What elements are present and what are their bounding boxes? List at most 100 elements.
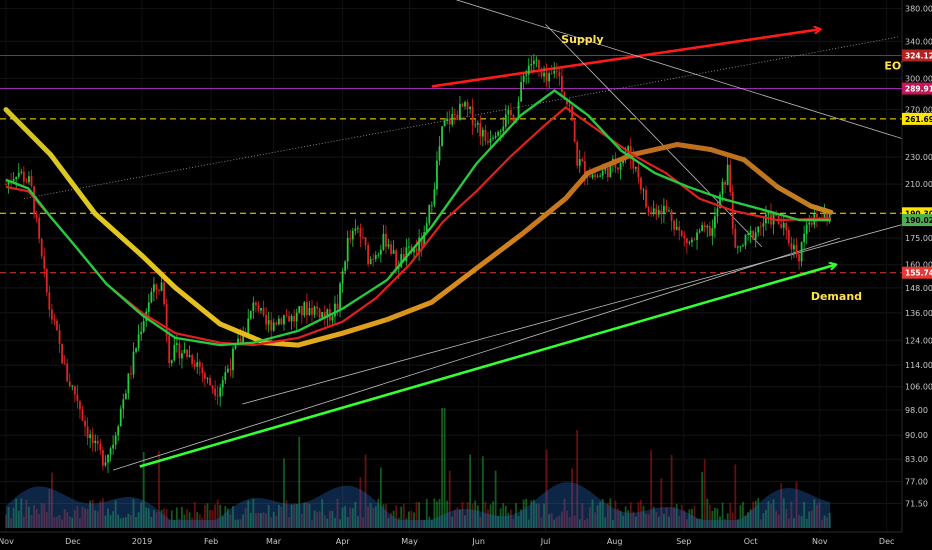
level-badge-label: 190.30 xyxy=(905,209,932,218)
volume-bar xyxy=(124,517,127,528)
volume-bar xyxy=(813,499,816,528)
volume-bar xyxy=(344,505,347,528)
volume-bar xyxy=(198,514,201,528)
candle-body xyxy=(40,238,43,257)
ma-slow-segment xyxy=(295,330,346,348)
volume-bar xyxy=(650,450,653,528)
volume-bar xyxy=(787,518,790,528)
candle-body xyxy=(20,171,23,173)
volume-bar xyxy=(752,501,755,528)
candle-body xyxy=(66,363,69,382)
volume-bar xyxy=(517,516,520,528)
candle-body xyxy=(795,245,798,255)
candle-body xyxy=(726,164,729,185)
ma-slow-segment xyxy=(139,253,178,291)
volume-bar xyxy=(647,514,650,528)
candle-body xyxy=(759,226,762,228)
candle-body xyxy=(479,122,482,137)
volume-bar xyxy=(45,512,48,528)
candle-body xyxy=(438,146,441,161)
candle-body xyxy=(306,302,308,315)
ma-slow-segment xyxy=(172,285,223,327)
volume-bar xyxy=(492,501,494,528)
volume-bar xyxy=(721,502,724,528)
ma-slow-segment xyxy=(741,157,780,190)
candle-body xyxy=(443,120,446,127)
volume-bar xyxy=(749,509,752,528)
volume-bar xyxy=(160,509,163,528)
candle-body xyxy=(387,244,390,247)
candle-body xyxy=(757,226,760,233)
volume-bar xyxy=(145,507,148,528)
candle-body xyxy=(461,103,464,107)
volume-bar xyxy=(708,504,711,528)
candle-body xyxy=(234,344,237,349)
candle-body xyxy=(428,205,431,224)
candle-body xyxy=(38,217,41,239)
candle-body xyxy=(114,435,117,445)
volume-bar xyxy=(316,512,318,528)
candle-body xyxy=(474,124,477,126)
candle-body xyxy=(558,72,561,77)
volume-bar xyxy=(66,512,69,528)
time-tick-label: Oct xyxy=(744,537,758,546)
candle-body xyxy=(367,245,369,264)
candle-body xyxy=(300,306,303,316)
volume-bar xyxy=(443,408,446,528)
candle-body xyxy=(714,216,716,229)
horizontal-levels xyxy=(0,54,902,274)
ma-slow-segment xyxy=(3,107,54,158)
volume-bar xyxy=(711,510,714,528)
volume-bar xyxy=(362,517,364,528)
candle-body xyxy=(339,283,341,309)
volume-bar xyxy=(68,516,71,528)
volume-bar xyxy=(652,506,655,528)
volume-bar xyxy=(805,518,808,528)
candle-body xyxy=(209,378,211,386)
volume-bar xyxy=(471,503,474,528)
candle-body xyxy=(719,194,721,209)
candle-body xyxy=(502,126,505,131)
candle-body xyxy=(632,158,635,169)
candle-body xyxy=(89,434,92,439)
volume-bar xyxy=(206,503,209,528)
volume-bar xyxy=(581,503,584,528)
candle-body xyxy=(252,302,255,311)
volume-bar xyxy=(84,508,86,528)
volume-bar xyxy=(459,509,461,528)
volume-bar xyxy=(405,518,408,528)
volume-bar xyxy=(619,510,622,528)
volume-bar xyxy=(726,513,729,528)
volume-bar xyxy=(367,506,369,528)
volume-bar xyxy=(550,513,553,528)
candle-body xyxy=(229,368,232,371)
ma-slow-segment xyxy=(340,316,390,336)
candle-body xyxy=(538,59,540,69)
volume-bar xyxy=(706,498,709,528)
volume-bar xyxy=(634,516,637,528)
candle-body xyxy=(155,284,158,290)
candle-body xyxy=(540,68,543,77)
candle-body xyxy=(678,226,681,231)
volume-bar xyxy=(627,510,630,528)
level-badge xyxy=(902,112,932,125)
volume-bar xyxy=(35,509,38,528)
candle-body xyxy=(782,222,785,228)
volume-bar xyxy=(571,468,573,528)
channel-upper xyxy=(23,36,898,199)
volume-bar xyxy=(109,514,112,528)
candle-body xyxy=(224,372,227,381)
candle-body xyxy=(504,114,507,127)
candle-body xyxy=(685,238,688,244)
level-badge xyxy=(902,49,932,62)
volume-bar xyxy=(736,519,739,528)
volume-bar xyxy=(826,517,828,528)
volume-bar xyxy=(351,508,354,528)
time-tick-label: Dec xyxy=(879,537,894,546)
volume-bar xyxy=(306,502,308,528)
volume-bar xyxy=(249,512,252,528)
volume-bar xyxy=(765,509,767,528)
candle-body xyxy=(267,320,270,325)
candle-body xyxy=(341,271,344,284)
